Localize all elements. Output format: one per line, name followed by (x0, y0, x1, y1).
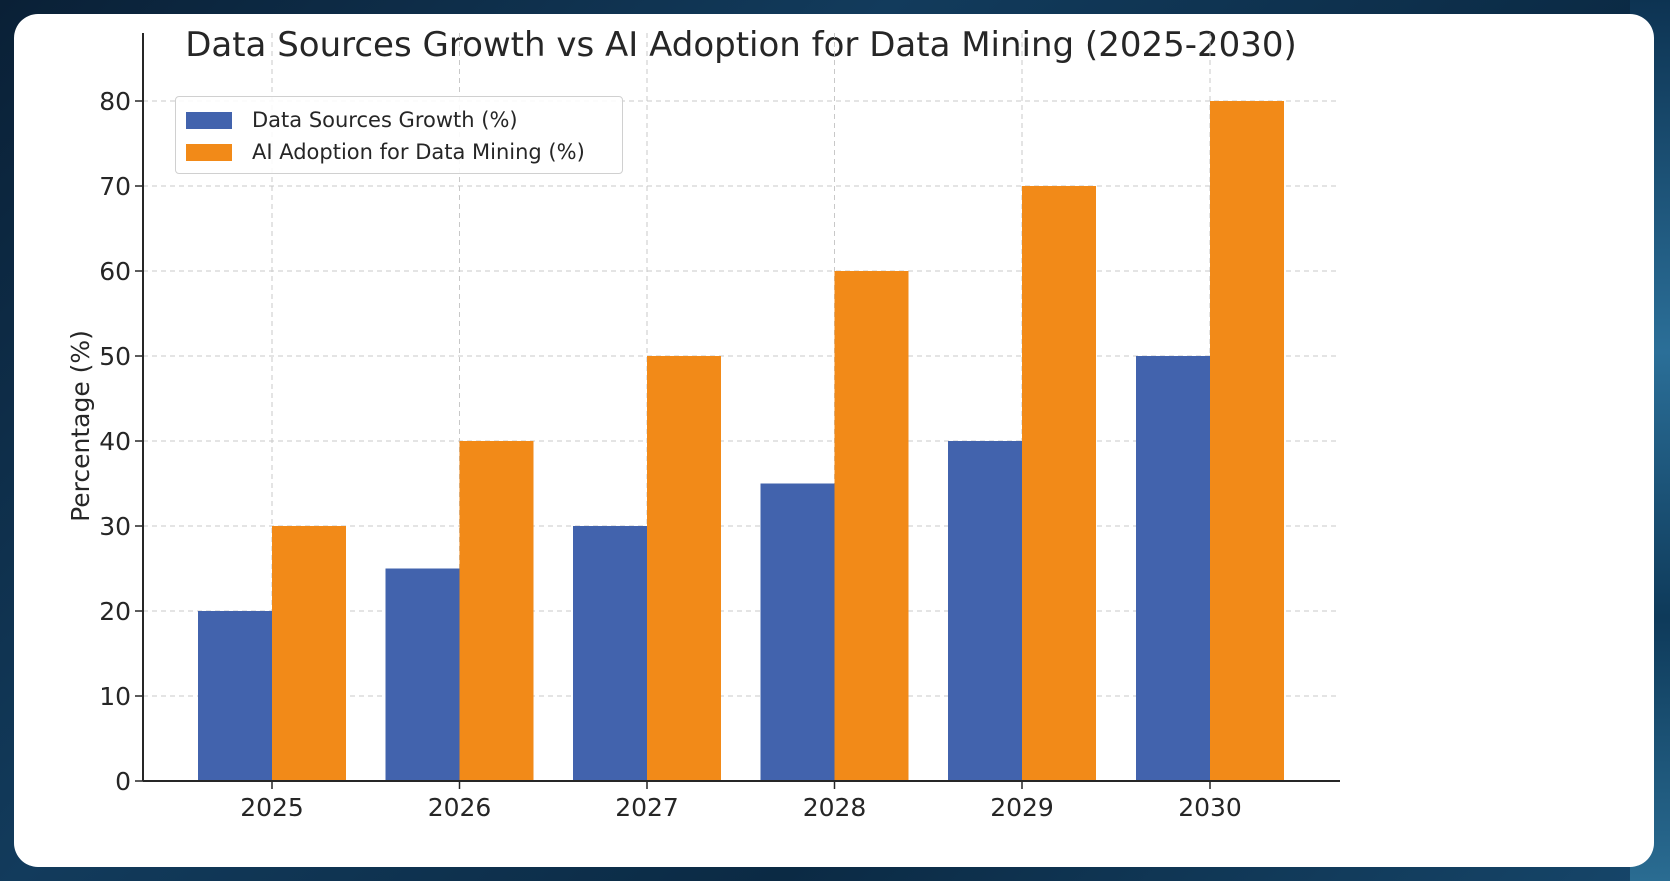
bar-chart: Data Sources Growth vs AI Adoption for D… (66, 25, 1340, 822)
bar-data-sources-2030 (1136, 356, 1210, 781)
bar-ai-adoption-2027 (647, 356, 721, 781)
x-tick-label: 2029 (990, 793, 1054, 822)
x-tick-label: 2026 (428, 793, 492, 822)
y-tick-label: 80 (99, 87, 131, 116)
bar-ai-adoption-2029 (1022, 186, 1096, 781)
y-tick-label: 40 (99, 427, 131, 456)
legend-item-data-sources: Data Sources Growth (%) (186, 107, 518, 133)
bar-data-sources-2025 (198, 611, 272, 781)
x-tick-label: 2030 (1178, 793, 1242, 822)
chart-card: Data Sources Growth vs AI Adoption for D… (14, 14, 1654, 867)
y-axis-label: Percentage (%) (66, 330, 95, 522)
bar-ai-adoption-2026 (459, 441, 534, 781)
x-tick-label: 2025 (240, 793, 304, 822)
chart-title: Data Sources Growth vs AI Adoption for D… (185, 25, 1297, 65)
legend-label-ai-adoption: AI Adoption for Data Mining (%) (252, 140, 585, 164)
legend-item-ai-adoption: AI Adoption for Data Mining (%) (186, 139, 585, 165)
bar-data-sources-2028 (760, 483, 835, 781)
bar-ai-adoption-2025 (272, 526, 346, 781)
y-tick-label: 30 (99, 512, 131, 541)
bar-data-sources-2026 (385, 568, 460, 781)
x-tick-label: 2027 (615, 793, 679, 822)
bar-data-sources-2027 (573, 526, 647, 781)
legend-swatch-ai-adoption (186, 143, 232, 161)
bars-group (198, 101, 1284, 781)
bar-ai-adoption-2030 (1210, 101, 1284, 781)
y-tick-label: 60 (99, 257, 131, 286)
legend-swatch-data-sources (186, 111, 232, 129)
y-tick-label: 20 (99, 597, 131, 626)
x-tick-label: 2028 (803, 793, 867, 822)
bar-data-sources-2029 (948, 441, 1022, 781)
legend-label-data-sources: Data Sources Growth (%) (252, 108, 518, 132)
y-tick-label: 70 (99, 172, 131, 201)
y-tick-label: 10 (99, 682, 131, 711)
axes (135, 33, 1340, 789)
y-tick-label: 0 (115, 767, 131, 796)
bar-ai-adoption-2028 (834, 271, 909, 781)
legend: Data Sources Growth (%) AI Adoption for … (175, 96, 623, 174)
y-tick-label: 50 (99, 342, 131, 371)
